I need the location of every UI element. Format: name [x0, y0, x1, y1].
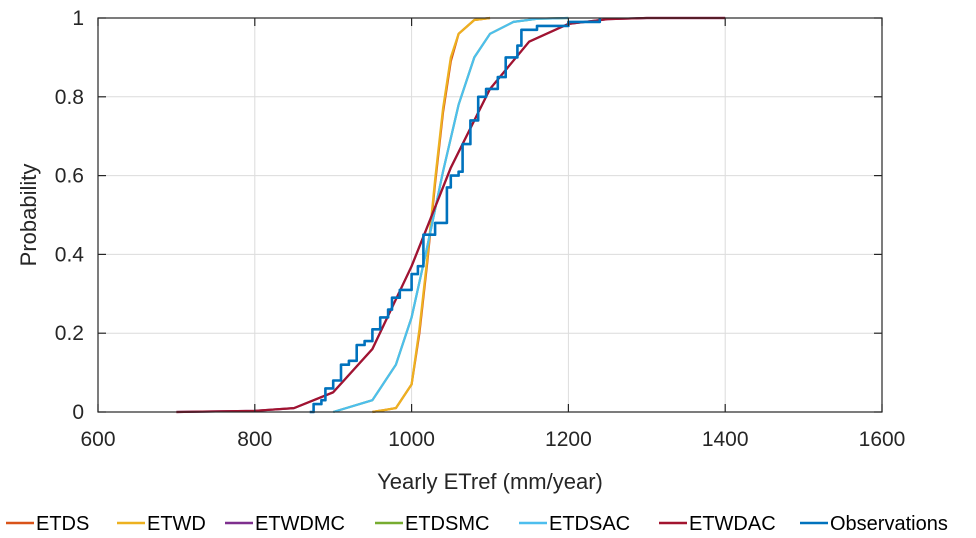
- x-tick-label: 1200: [545, 428, 592, 451]
- legend-label-etwdmc: ETWDMC: [255, 513, 345, 535]
- legend-label-etdsmc: ETDSMC: [405, 513, 489, 535]
- series-line-etdsac: [332, 16, 569, 414]
- series-line-etwd: [372, 16, 491, 414]
- legend-label-etwd: ETWD: [147, 513, 206, 535]
- y-tick-label: 0.4: [55, 243, 85, 266]
- y-axis-label: Probability: [16, 164, 41, 267]
- y-tick-label: 0.6: [55, 165, 84, 188]
- plot-frame: [97, 17, 883, 413]
- x-tick-label: 1600: [859, 428, 906, 451]
- y-tick-label: 0: [72, 401, 84, 424]
- legend-label-etdsac: ETDSAC: [549, 513, 630, 535]
- x-tick-label: 800: [237, 428, 272, 451]
- x-tick-label: 1400: [702, 428, 749, 451]
- axis-ticks: 600 800 1000 1200 1400 1600 0 0.2 0.4 0.6 0.8 1: [55, 7, 906, 451]
- grid-lines: [98, 18, 882, 412]
- legend-label-etwdac: ETWDAC: [689, 513, 776, 535]
- y-tick-label: 0.8: [55, 86, 84, 109]
- series-lines: [176, 16, 726, 414]
- x-axis-label: Yearly ETref (mm/year): [377, 469, 603, 494]
- y-tick-label: 1: [72, 7, 84, 30]
- legend: ETDS ETWD ETWDMC ETDSMC ETDSAC ETWDAC Observat…: [6, 513, 948, 535]
- y-tick-label: 0.2: [55, 322, 84, 345]
- x-tick-label: 600: [80, 428, 115, 451]
- x-tick-label: 1000: [388, 428, 435, 451]
- legend-label-etds: ETDS: [36, 513, 89, 535]
- series-line-observations: [309, 18, 602, 414]
- legend-label-observations: Observations: [830, 513, 948, 535]
